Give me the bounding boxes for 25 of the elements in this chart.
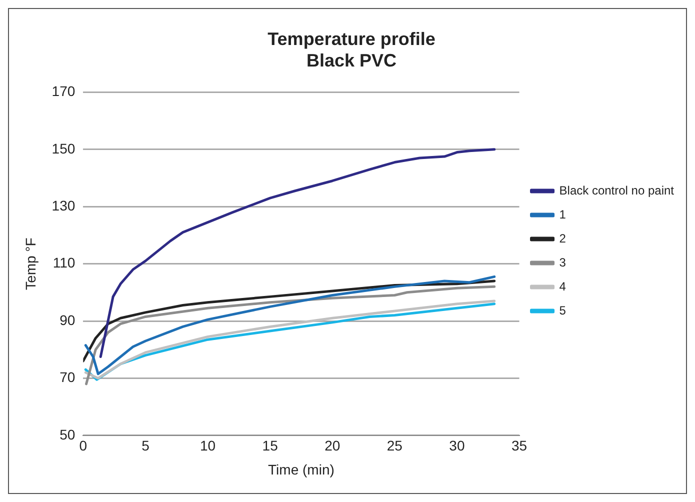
x-axis-title: Time (min) [268,461,334,478]
legend-label: 5 [559,303,566,318]
legend-label: 2 [559,231,566,246]
legend-label: 1 [559,207,566,222]
legend-label: 4 [559,279,566,294]
y-axis-title: Temp °F [22,238,38,290]
x-tick-label: 25 [386,438,403,454]
x-tick-label: 35 [511,438,528,454]
x-tick-label: 20 [324,438,340,454]
legend-label: Black control no paint [559,183,675,198]
y-tick-label: 130 [52,197,76,214]
x-tick-label: 0 [79,438,88,454]
x-tick-label: 5 [142,438,150,454]
chart-subtitle: Black PVC [306,50,397,70]
chart-title: Temperature profile [268,28,436,49]
x-tick-label: 10 [200,438,216,454]
y-tick-label: 150 [52,140,76,156]
y-tick-label: 90 [60,312,76,328]
y-tick-label: 170 [52,83,76,100]
y-tick-label: 50 [60,426,76,442]
legend-label: 3 [559,255,566,270]
y-tick-label: 70 [60,369,76,386]
y-tick-label: 110 [52,254,76,271]
x-tick-label: 15 [262,438,278,454]
x-tick-label: 30 [449,438,465,454]
